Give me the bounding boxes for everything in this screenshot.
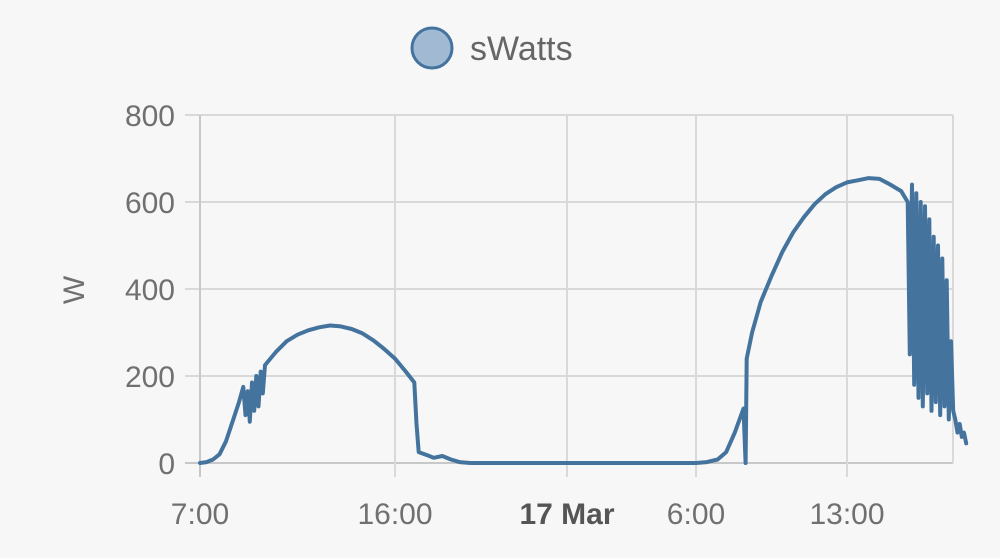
legend[interactable]: sWatts [410, 26, 573, 70]
x-tick-label: 17 Mar [519, 498, 614, 531]
tick-labels: 0 200 400 600 800 7:00 16:00 17 Mar 6:00 13:00 [125, 100, 885, 531]
x-tick-label: 16:00 [357, 498, 432, 531]
y-tick-label: 600 [125, 187, 175, 220]
legend-label: sWatts [470, 30, 573, 68]
grid [185, 114, 954, 477]
y-tick-label: 400 [125, 274, 175, 307]
x-tick-label: 7:00 [171, 498, 229, 531]
x-tick-label: 13:00 [809, 498, 884, 531]
y-tick-label: 200 [125, 361, 175, 394]
legend-swatch [410, 26, 454, 70]
y-tick-label: 0 [158, 448, 175, 481]
y-axis-title: W [58, 275, 91, 304]
series-line-swatts[interactable] [198, 176, 969, 465]
y-tick-label: 800 [125, 100, 175, 133]
x-tick-label: 6:00 [667, 498, 725, 531]
